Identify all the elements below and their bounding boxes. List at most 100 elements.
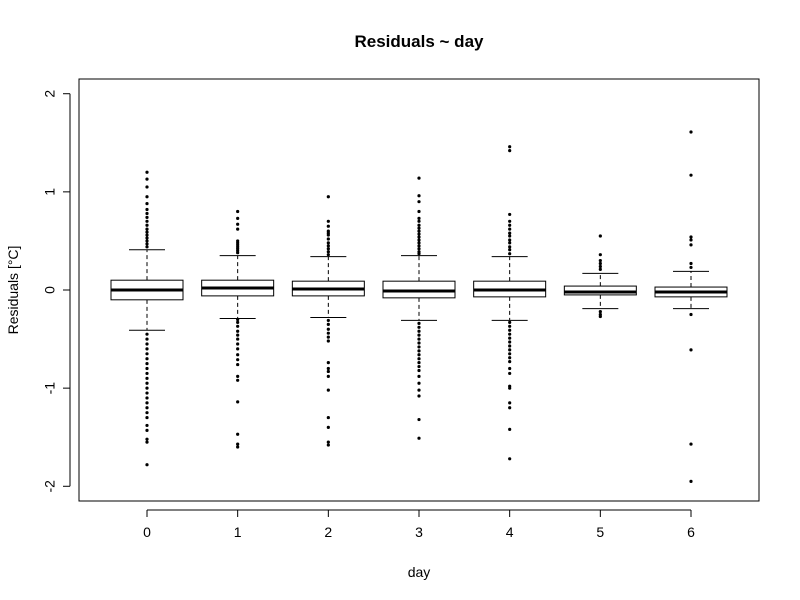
outlier-point [417,226,421,230]
outlier-point [145,242,149,246]
outlier-point [508,252,512,256]
outlier-point [326,318,330,323]
outlier-point [145,386,149,390]
outlier-point [236,227,240,231]
outlier-point [417,176,421,180]
outlier-point [417,194,421,198]
outlier-point [689,243,693,247]
y-tick-label: -1 [42,382,58,395]
box-2 [291,195,365,447]
outlier-point [508,457,512,461]
outlier-point [417,244,421,248]
outlier-point [236,216,240,220]
outlier-point [326,250,330,254]
outlier-point [236,362,240,367]
outlier-point [236,432,240,436]
outlier-point [417,417,421,422]
outlier-point [598,267,602,271]
outlier-point [145,347,149,351]
outlier-point [236,442,240,446]
outlier-point [326,366,330,371]
outlier-point [145,239,149,243]
outlier-point [326,253,330,257]
y-tick-label: -2 [42,480,58,493]
outlier-point [236,342,240,346]
outlier-point [326,241,330,245]
outlier-point [145,437,149,441]
outlier-point [145,411,149,415]
outlier-point [326,327,330,331]
box-0 [110,170,184,467]
outlier-point [145,219,149,223]
outlier-point [326,374,330,378]
outlier-point [145,245,149,249]
outlier-point [326,233,330,237]
y-axis-label: Residuals [°C] [5,246,21,335]
outlier-point [236,347,240,351]
outlier-point [689,442,693,446]
outlier-point [417,238,421,242]
outlier-point [417,394,421,398]
outlier-point [508,212,512,217]
outlier-point [145,223,149,227]
outlier-point [508,241,512,245]
outlier-point [417,388,421,392]
outlier-point [508,406,512,410]
outlier-point [145,376,149,380]
x-tick-label: 6 [687,524,695,540]
outlier-point [417,349,421,353]
outlier-point [508,386,512,390]
outlier-point [417,216,421,220]
outlier-point [236,374,240,378]
outlier-point [236,317,240,322]
outlier-point [417,353,421,357]
outlier-point [508,234,512,238]
outlier-point [417,374,421,378]
outlier-point [236,353,240,357]
outlier-point [598,253,602,257]
x-tick-label: 4 [506,524,514,540]
outlier-point [326,425,330,429]
outlier-point [145,362,149,366]
outlier-point [326,440,330,444]
outlier-point [326,369,330,374]
outlier-point [236,222,240,226]
outlier-point [145,236,149,240]
outlier-point [145,423,149,428]
outlier-point [508,344,512,348]
outlier-point [508,219,512,223]
box-3 [382,176,456,440]
outlier-point [145,396,149,400]
x-tick-label: 2 [324,524,332,540]
outlier-point [326,388,330,392]
box-4 [473,145,547,461]
outlier-point [145,337,149,341]
x-axis-label: day [408,564,431,580]
outlier-point [145,366,149,371]
outlier-point [417,252,421,256]
outlier-point [326,361,330,365]
outlier-point [145,170,149,174]
outlier-point [326,237,330,241]
outlier-point [508,324,512,328]
outlier-point [417,247,421,251]
outlier-point [417,361,421,365]
outlier-point [689,479,693,483]
box-5 [563,234,637,319]
outlier-point [326,195,330,199]
outlier-point [145,401,149,405]
outlier-point [326,322,330,326]
outlier-point [689,265,693,270]
outlier-point [508,245,512,249]
outlier-point [508,238,512,242]
outlier-point [417,436,421,440]
outlier-point [145,415,149,420]
outlier-point [417,229,421,233]
outlier-point [689,238,693,242]
x-tick-label: 3 [415,524,423,540]
chart-title: Residuals ~ day [355,32,485,51]
outlier-point [145,207,149,212]
outlier-point [145,391,149,395]
outlier-point [236,337,240,341]
